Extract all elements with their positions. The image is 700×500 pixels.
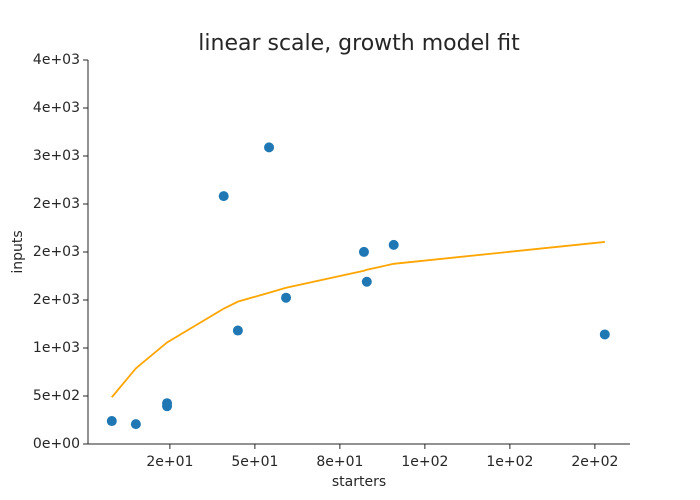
point (388, 239, 399, 250)
point (162, 401, 173, 412)
point (264, 142, 275, 153)
y-tick-label: 2e+03 (33, 244, 80, 260)
x-tick-label: 5e+01 (231, 454, 278, 470)
x-tick-label: 1e+02 (401, 454, 448, 470)
x-tick-label: 2e+01 (146, 454, 193, 470)
point (281, 292, 292, 303)
point (232, 325, 243, 336)
point (599, 329, 610, 340)
y-axis-label: inputs (10, 230, 26, 273)
y-tick-label: 4e+03 (33, 52, 80, 68)
fit-line (111, 241, 605, 398)
y-tick-label: 2e+03 (33, 196, 80, 212)
y-tick-label: 0e+00 (33, 436, 80, 452)
y-tick-label: 2e+03 (33, 292, 80, 308)
point (358, 246, 369, 257)
y-tick-label: 4e+03 (33, 100, 80, 116)
chart-title: linear scale, growth model fit (198, 31, 520, 56)
point (361, 276, 372, 287)
x-tick-label: 8e+01 (316, 454, 363, 470)
x-tick-label: 2e+02 (571, 454, 618, 470)
point (130, 419, 141, 430)
y-tick-label: 5e+02 (33, 388, 80, 404)
point (106, 416, 117, 427)
point (218, 191, 229, 202)
y-tick-label: 3e+03 (33, 148, 80, 164)
y-tick-label: 1e+03 (33, 340, 80, 356)
x-axis-label: starters (332, 474, 386, 490)
x-tick-label: 1e+02 (486, 454, 533, 470)
